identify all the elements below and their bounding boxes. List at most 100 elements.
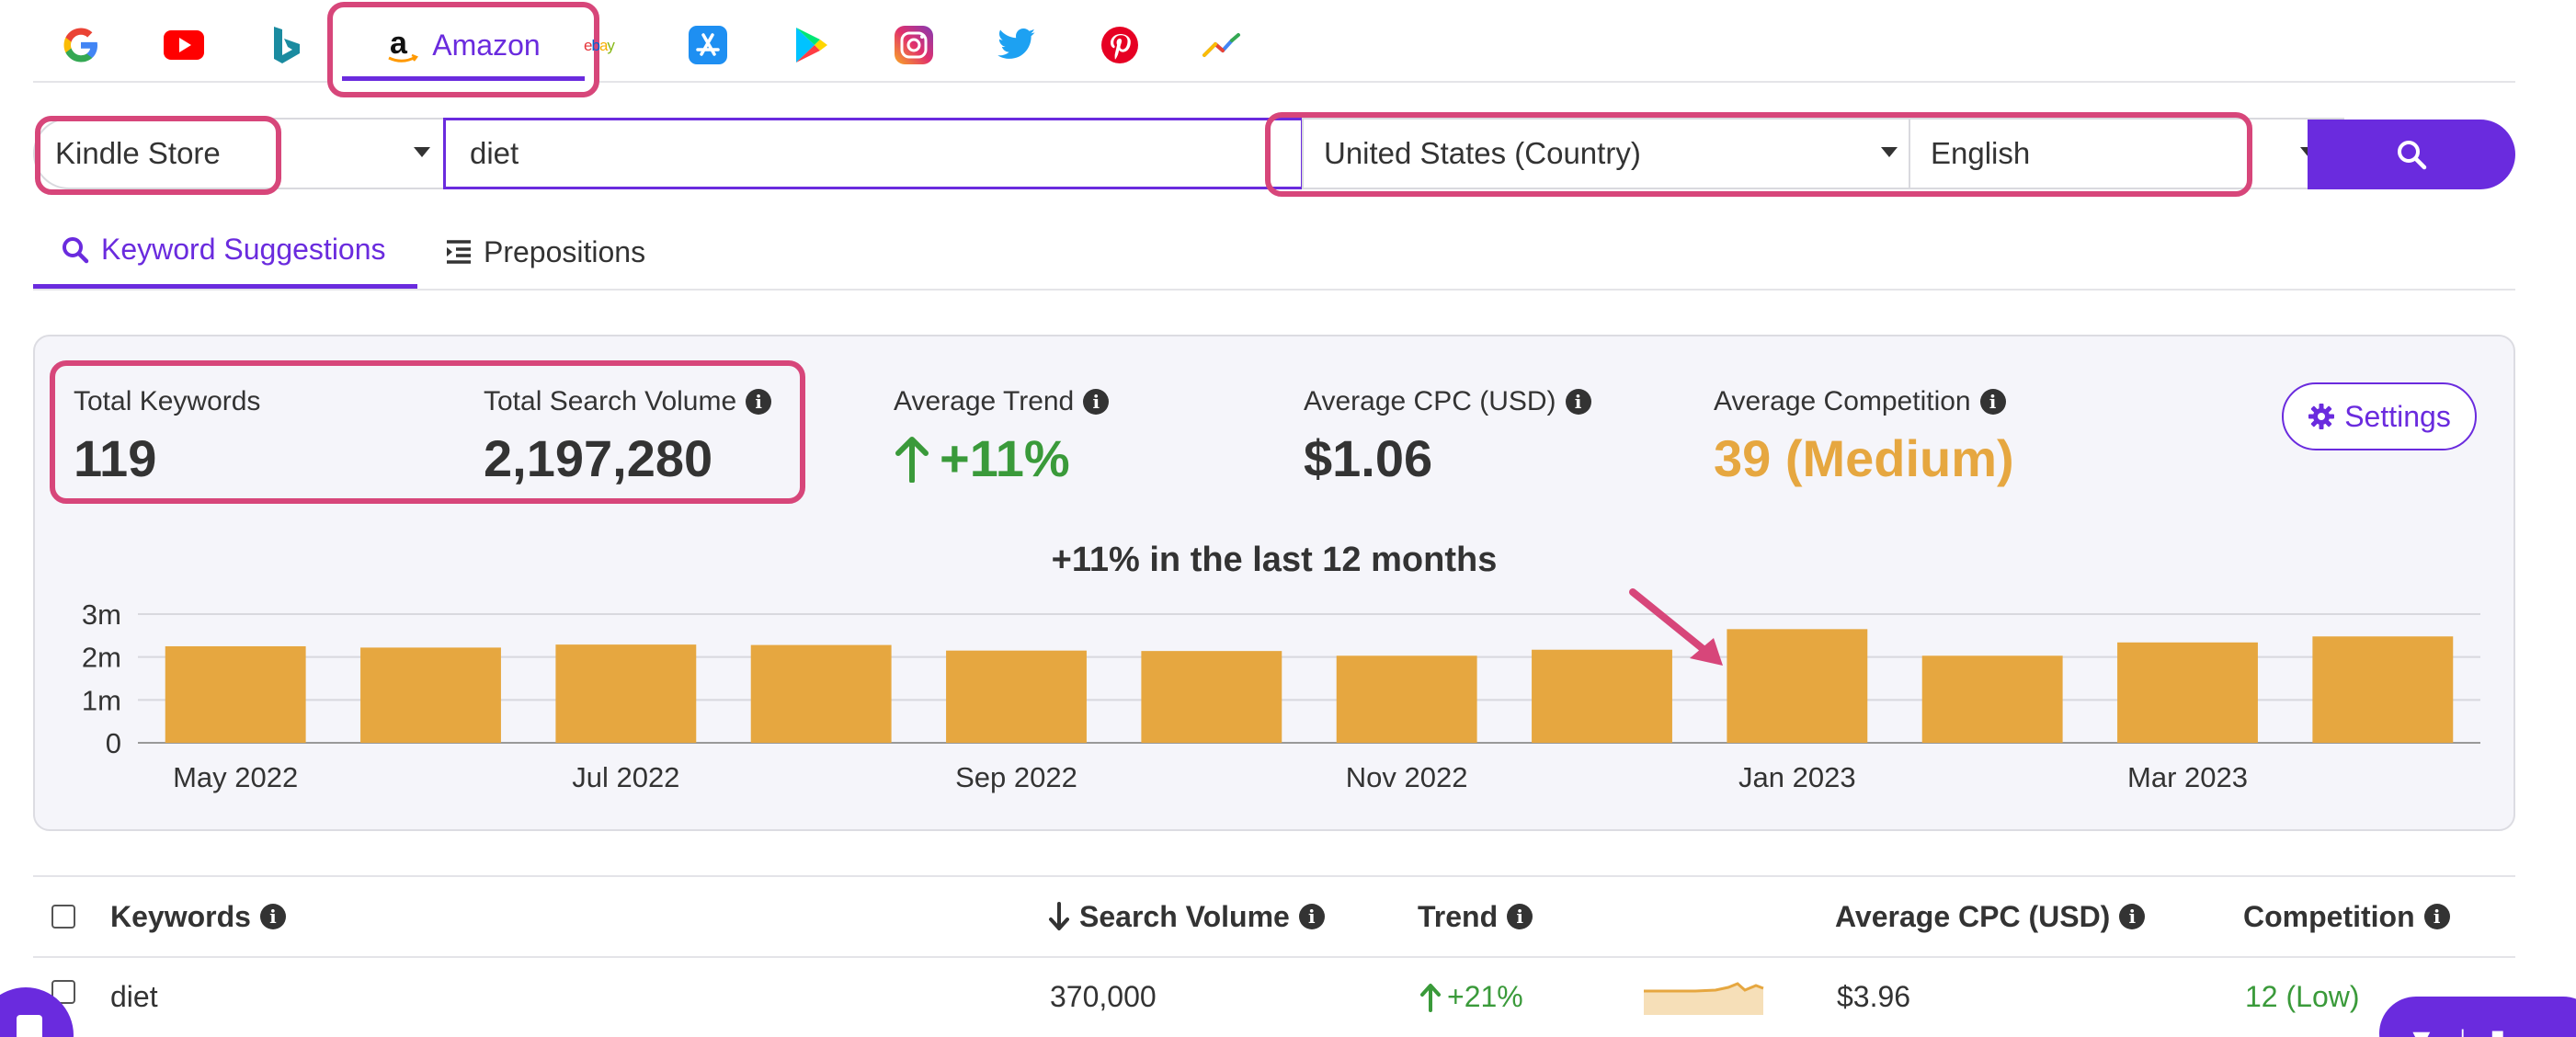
y-tick-label: 1m [82,684,121,716]
average-cpc-stat: Average CPC (USD) i $1.06 [1304,386,1591,488]
language-select[interactable]: English [1909,118,2344,189]
total-keywords-stat: Total Keywords 119 [74,386,260,488]
twitter-icon [997,28,1035,59]
annotation-arrow [1629,588,1723,666]
info-icon[interactable]: i [1083,389,1110,415]
search-button[interactable] [2308,120,2515,189]
column-header-average-cpc-label: Average CPC (USD) [1835,899,2111,933]
instagram-icon [895,26,933,64]
bing-icon [274,27,300,63]
column-header-trend-label: Trend [1418,899,1499,933]
store-select[interactable]: Kindle Store [33,118,445,189]
chart-bar[interactable] [360,647,501,743]
trend-cell-value: +21% [1447,980,1523,1013]
average-cpc-cell: $3.96 [1837,980,1911,1013]
average-competition-value: 39 (Medium) [1714,429,2014,487]
chart-bar[interactable] [2312,636,2454,743]
indent-list-icon [447,240,471,264]
info-icon[interactable]: i [1565,389,1591,415]
chart-bar[interactable] [1727,629,1868,743]
average-cpc-value: $1.06 [1304,429,1433,487]
tab-pinterest[interactable] [1072,13,1168,77]
chart-bar[interactable] [2117,642,2258,743]
tab-bing[interactable] [239,13,335,77]
source-tabs: a Amazon ebay [33,0,2515,97]
amazon-icon: a [388,28,419,63]
keyword-overview-panel: Total Keywords 119 Total Search Volume i … [33,335,2515,831]
column-header-search-volume[interactable]: Search Volume i [1048,877,1325,956]
chart-bar[interactable] [1921,655,2063,743]
search-bar: Kindle Store United States (Country) Eng… [33,112,2515,197]
google-play-icon [796,28,827,63]
x-tick-label: Jul 2022 [572,761,679,793]
country-select[interactable]: United States (Country) [1302,118,1910,189]
total-volume-stat: Total Search Volume i 2,197,280 [484,386,772,488]
table-row[interactable]: diet 370,000 +21% $3.96 12 (Low) [33,960,2515,1037]
settings-button[interactable]: Settings [2282,382,2477,450]
tab-app-store[interactable] [660,13,756,77]
search-icon [63,236,89,263]
filter-icon[interactable]: ▼ [2407,1022,2436,1037]
info-icon[interactable]: i [746,389,772,415]
tab-twitter[interactable] [969,13,1065,77]
arrow-up-icon [895,436,929,483]
average-trend-stat: Average Trend i +11% [894,386,1110,488]
tab-google[interactable] [33,13,129,77]
chart-bar[interactable] [1336,655,1477,743]
chart-bar[interactable] [946,650,1087,743]
chart-bar[interactable] [1141,651,1282,743]
column-header-average-cpc[interactable]: Average CPC (USD) i [1835,877,2146,956]
tab-amazon-label: Amazon [432,28,541,62]
tab-instagram[interactable] [866,13,962,77]
info-icon[interactable]: i [1979,389,2006,415]
chart-bar[interactable] [555,644,697,743]
trend-cell: +21% [1419,980,1523,1014]
sort-down-arrow-icon [1049,902,1069,930]
info-icon[interactable]: i [2423,904,2450,929]
keyword-cell[interactable]: diet [110,980,158,1013]
trends-icon [1203,33,1240,57]
chart-bar[interactable] [1532,649,1672,743]
tab-youtube[interactable] [136,13,232,77]
info-icon[interactable]: i [259,904,286,929]
column-header-competition[interactable]: Competition i [2243,877,2450,956]
keyword-input[interactable] [443,118,1304,189]
competition-cell: 12 (Low) [2245,980,2360,1013]
x-tick-label: Nov 2022 [1346,761,1468,793]
column-header-trend[interactable]: Trend i [1418,877,1533,956]
info-icon[interactable]: i [1507,904,1533,929]
tab-trends[interactable] [1175,13,1271,77]
download-icon[interactable]: ⤓ [2456,1022,2469,1037]
average-competition-stat: Average Competition i 39 (Medium) [1714,386,2014,488]
tab-prepositions[interactable]: Prepositions [445,215,645,289]
arrow-up-icon [1420,983,1441,1012]
total-volume-label: Total Search Volume [484,386,737,416]
copy-icon[interactable]: ▮ [2490,1022,2506,1037]
tab-keyword-suggestions[interactable]: Keyword Suggestions [33,215,417,289]
y-tick-label: 0 [106,727,121,759]
chevron-down-icon [414,147,430,157]
chart-bar[interactable] [750,644,892,743]
column-header-keywords[interactable]: Keywords i [110,877,286,956]
country-select-value: United States (Country) [1324,136,1641,170]
row-checkbox[interactable] [51,980,75,1004]
average-trend-label: Average Trend [894,386,1075,416]
export-toolbar[interactable]: ▼ ⤓ ▮ [2379,997,2576,1037]
tab-amazon[interactable]: a Amazon [327,2,599,97]
column-header-competition-label: Competition [2243,899,2415,933]
ebay-icon: ebay [584,37,616,54]
chart-bar[interactable] [165,646,306,743]
column-header-search-volume-label: Search Volume [1079,899,1290,933]
select-all-checkbox[interactable] [51,905,75,929]
table-header: Keywords i Search Volume i Trend i Avera… [33,875,2515,958]
average-trend-value: +11% [940,429,1070,487]
tab-ebay[interactable]: ebay [557,13,653,77]
chart-title: +11% in the last 12 months [1051,541,1498,579]
info-icon[interactable]: i [2119,904,2146,929]
result-tabs: Keyword Suggestions Prepositions [33,215,2515,291]
youtube-icon [164,30,204,60]
tab-google-play[interactable] [763,13,859,77]
info-icon[interactable]: i [1298,904,1325,929]
total-keywords-value: 119 [74,429,157,487]
tab-keyword-suggestions-label: Keyword Suggestions [101,233,386,266]
